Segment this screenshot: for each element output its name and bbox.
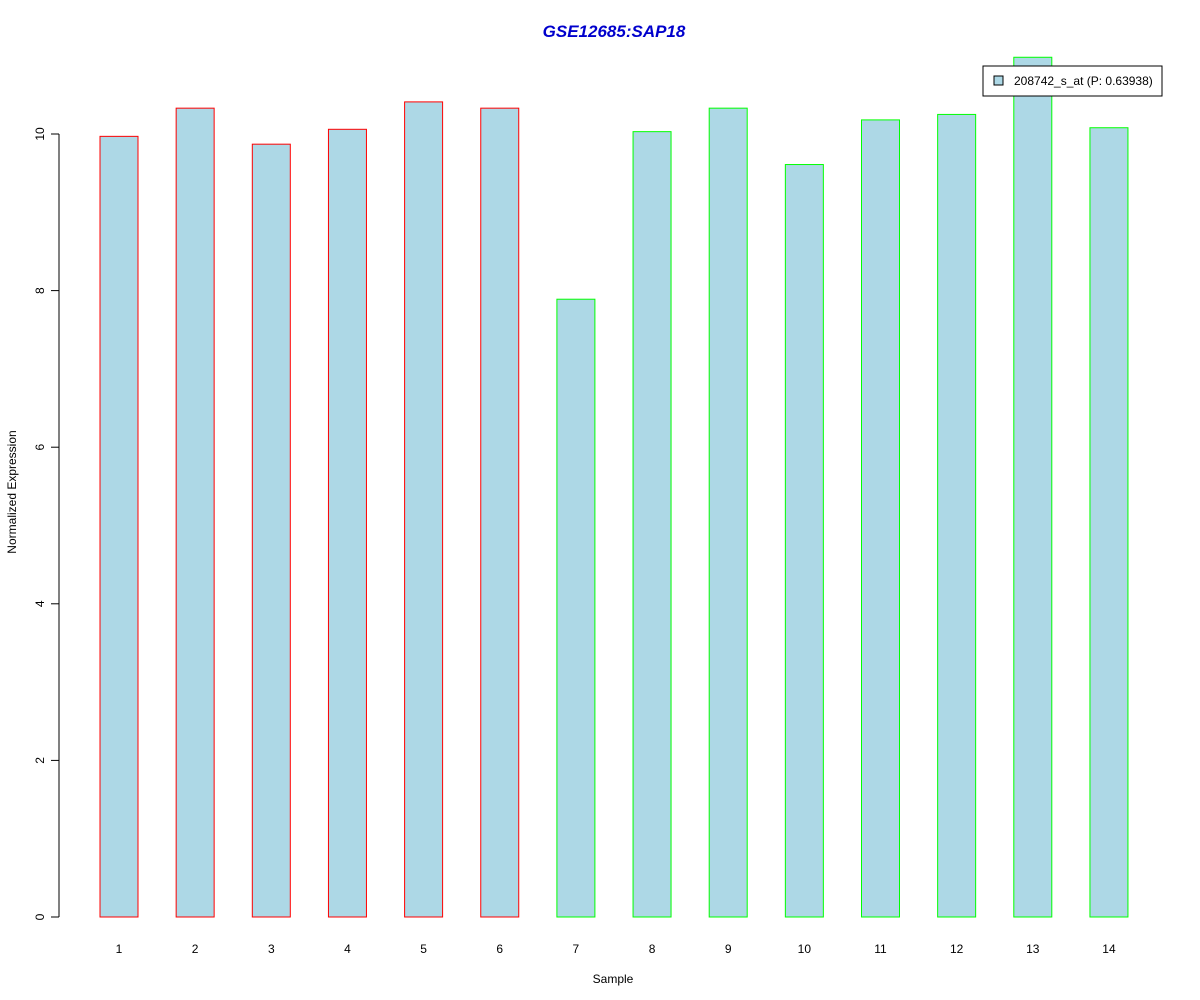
y-axis-label: Normalized Expression <box>5 430 19 553</box>
x-tick-label: 9 <box>725 942 732 956</box>
legend-swatch <box>993 75 1004 86</box>
x-tick-label: 14 <box>1102 942 1116 956</box>
x-tick-label: 12 <box>950 942 964 956</box>
bar-sample-9 <box>708 107 748 918</box>
x-tick-label: 3 <box>268 942 275 956</box>
legend-label: 208742_s_at (P: 0.63938) <box>1014 74 1153 88</box>
y-tick-label: 0 <box>33 913 47 920</box>
y-tick-label: 4 <box>33 600 47 607</box>
chart-title: GSE12685:SAP18 <box>543 22 686 41</box>
x-tick-label: 6 <box>496 942 503 956</box>
bar-sample-13 <box>1013 56 1053 918</box>
x-tick-label: 5 <box>420 942 427 956</box>
x-tick-label: 4 <box>344 942 351 956</box>
x-tick-label: 13 <box>1026 942 1040 956</box>
bar-sample-3 <box>251 143 291 918</box>
bar-sample-4 <box>327 128 367 918</box>
y-tick-label: 6 <box>33 444 47 451</box>
x-axis-label: Sample <box>593 972 634 986</box>
bar-sample-14 <box>1089 127 1129 918</box>
bar-sample-6 <box>480 107 520 918</box>
y-tick-label: 8 <box>33 287 47 294</box>
legend-box <box>982 65 1163 97</box>
x-axis-tick-labels: 1 2 3 4 5 6 7 8 9 10 11 12 13 14 <box>116 942 1116 956</box>
bar-sample-7 <box>556 298 596 918</box>
x-tick-label: 8 <box>649 942 656 956</box>
bar-sample-11 <box>861 119 900 918</box>
bar-sample-2 <box>175 107 215 918</box>
bars-group <box>99 56 1129 918</box>
y-tick-label: 2 <box>33 757 47 764</box>
legend: 208742_s_at (P: 0.63938) <box>982 65 1163 97</box>
y-axis-ticks: 0 2 4 6 8 10 <box>33 127 59 920</box>
bar-sample-10 <box>784 164 824 918</box>
bar-sample-5 <box>404 101 444 918</box>
bar-sample-12 <box>937 113 977 918</box>
x-tick-label: 11 <box>874 942 887 956</box>
x-tick-label: 7 <box>573 942 580 956</box>
x-tick-label: 1 <box>116 942 123 956</box>
x-tick-label: 2 <box>192 942 199 956</box>
bar-sample-1 <box>99 135 139 918</box>
y-tick-label: 10 <box>33 127 47 141</box>
x-tick-label: 10 <box>798 942 812 956</box>
bar-sample-8 <box>632 131 672 918</box>
